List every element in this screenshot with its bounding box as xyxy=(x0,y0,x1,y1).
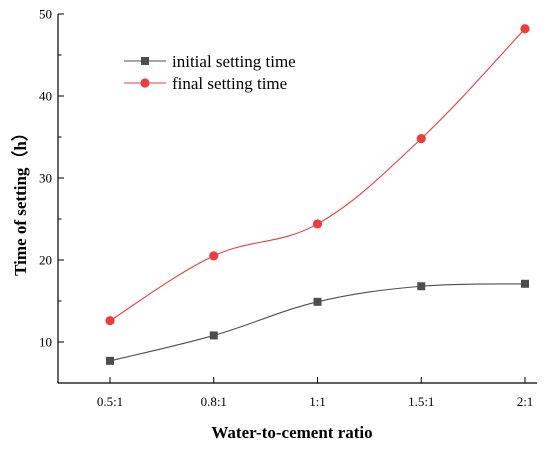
legend-label: initial setting time xyxy=(172,52,296,71)
legend-label: final setting time xyxy=(172,74,287,93)
series-line xyxy=(109,283,526,362)
series-line xyxy=(109,28,526,322)
data-point-circle xyxy=(520,24,530,34)
data-point-square xyxy=(106,356,114,365)
x-tick-label: 1:1 xyxy=(309,394,326,409)
legend-marker-square xyxy=(141,57,149,65)
series-layer xyxy=(105,24,530,365)
legend-entry: final setting time xyxy=(124,74,287,93)
tick-group: 10 20 30 40 50 0.5:1 0.8:1 1:1 1.5:1 2:1 xyxy=(39,7,533,410)
y-tick-label: 40 xyxy=(39,89,52,104)
x-tick-label: 0.8:1 xyxy=(201,394,227,409)
series-final xyxy=(105,24,530,326)
data-point-circle xyxy=(105,316,115,326)
axes xyxy=(57,14,537,384)
data-point-square xyxy=(209,331,218,340)
y-tick-label: 10 xyxy=(39,335,52,350)
y-tick-label: 20 xyxy=(39,253,52,268)
data-point-circle xyxy=(312,219,323,229)
x-axis-title: Water-to-cement ratio xyxy=(211,423,372,442)
data-point-circle xyxy=(209,251,219,261)
legend: initial setting time final setting time xyxy=(124,52,296,93)
y-tick-label: 30 xyxy=(39,171,52,186)
x-tick-label: 2:1 xyxy=(517,394,534,409)
data-point-square xyxy=(417,282,426,291)
data-point-circle xyxy=(416,134,426,144)
series-initial xyxy=(106,279,529,365)
y-axis-title: Time of setting（h） xyxy=(10,124,30,276)
legend-entry: initial setting time xyxy=(124,52,296,71)
y-tick-label: 50 xyxy=(39,7,52,22)
x-tick-label: 1.5:1 xyxy=(408,394,434,409)
data-point-square xyxy=(521,279,529,288)
data-point-square xyxy=(313,297,322,306)
x-tick-label: 0.5:1 xyxy=(97,394,123,409)
legend-marker-circle xyxy=(140,78,150,88)
